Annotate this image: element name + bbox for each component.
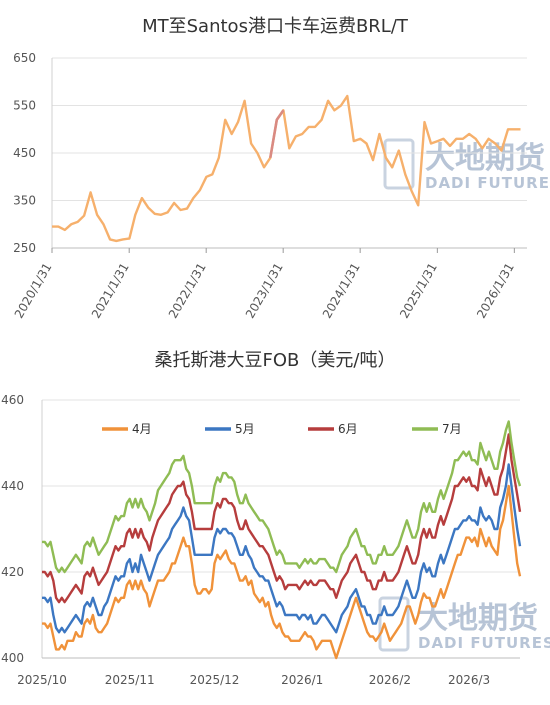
y-tick-label: 450 xyxy=(13,146,36,160)
legend-label: 6月 xyxy=(338,422,358,436)
series-line-4m xyxy=(42,484,522,660)
x-tick-label: 2020/1/31 xyxy=(12,261,55,321)
freight-chart: MT至Santos港口卡车运费BRL/T 大地期货 DADI FUTURES 2… xyxy=(0,0,550,335)
series-line-5m xyxy=(42,463,522,634)
watermark-cn: 大地期货 xyxy=(418,601,538,636)
y-tick-label: 460 xyxy=(1,393,24,407)
x-tick-label: 2025/10 xyxy=(17,673,67,687)
freight-y-ticks: 250 350 450 550 650 xyxy=(13,51,36,255)
y-tick-label: 420 xyxy=(1,565,24,579)
series-line-freight xyxy=(52,94,521,243)
freight-x-ticks: 2020/1/31 2021/1/31 2022/1/31 2023/1/31 2024… xyxy=(12,248,517,321)
fob-chart: 桑托斯港大豆FOB（美元/吨） 大地期货 DADI FUTURES 400 420… xyxy=(0,340,550,701)
fob-series xyxy=(42,420,522,660)
y-tick-label: 440 xyxy=(1,479,24,493)
watermark-logo xyxy=(378,596,410,652)
freight-series xyxy=(52,94,521,243)
watermark-cn: 大地期货 xyxy=(425,141,545,176)
series-line-freight-highlight xyxy=(269,109,285,159)
fob-chart-svg: 桑托斯港大豆FOB（美元/吨） 大地期货 DADI FUTURES 400 420… xyxy=(1,350,550,687)
watermark: 大地期货 DADI FUTURES xyxy=(378,596,550,652)
legend-label: 7月 xyxy=(442,422,462,436)
legend-label: 5月 xyxy=(235,422,255,436)
fob-x-ticks: 2025/10 2025/11 2025/12 2026/1 2026/2 2026/3 xyxy=(17,673,490,687)
x-tick-label: 2025/12 xyxy=(190,673,240,687)
series-line-7m xyxy=(42,420,522,574)
x-tick-label: 2026/3 xyxy=(448,673,490,687)
watermark-logo xyxy=(383,138,415,190)
y-tick-label: 650 xyxy=(13,51,36,65)
legend-label: 4月 xyxy=(132,422,152,436)
watermark: 大地期货 DADI FUTURES xyxy=(383,138,550,192)
freight-gridlines xyxy=(51,57,527,249)
x-tick-label: 2022/1/31 xyxy=(166,261,209,321)
x-tick-label: 2026/2 xyxy=(369,673,411,687)
x-tick-label: 2025/11 xyxy=(105,673,155,687)
x-tick-label: 2026/1/31 xyxy=(474,261,517,321)
fob-gridlines xyxy=(41,399,520,659)
freight-chart-svg: MT至Santos港口卡车运费BRL/T 大地期货 DADI FUTURES 2… xyxy=(12,16,550,321)
y-tick-label: 400 xyxy=(1,651,24,665)
y-tick-label: 350 xyxy=(13,194,36,208)
y-tick-label: 250 xyxy=(13,241,36,255)
x-tick-label: 2025/1/31 xyxy=(397,261,440,321)
series-line-6m xyxy=(42,433,522,604)
x-tick-label: 2026/1 xyxy=(281,673,323,687)
x-tick-label: 2021/1/31 xyxy=(89,261,132,321)
fob-y-ticks: 400 420 440 460 xyxy=(1,393,24,665)
fob-legend: 4月 5月 6月 7月 xyxy=(102,422,462,436)
watermark-en: DADI FUTURES xyxy=(425,174,550,192)
watermark-en: DADI FUTURES xyxy=(418,634,550,652)
x-tick-label: 2023/1/31 xyxy=(243,261,286,321)
y-tick-label: 550 xyxy=(13,99,36,113)
fob-chart-title: 桑托斯港大豆FOB（美元/吨） xyxy=(155,350,396,371)
freight-chart-title: MT至Santos港口卡车运费BRL/T xyxy=(142,16,409,37)
x-tick-label: 2024/1/31 xyxy=(320,261,363,321)
